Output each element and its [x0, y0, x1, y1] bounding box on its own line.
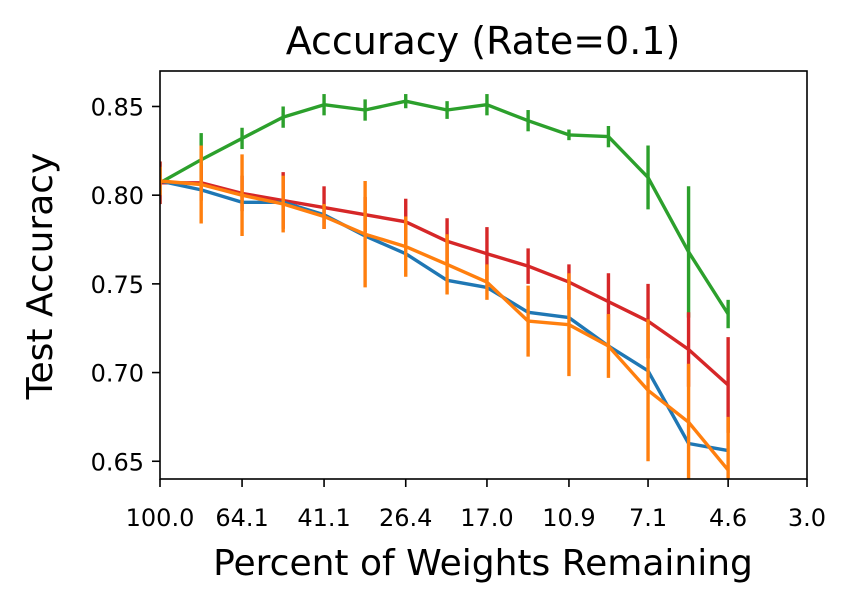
x-tick-label: 100.0	[126, 504, 195, 532]
y-axis-label: Test Accuracy	[20, 153, 61, 401]
plot-area	[160, 94, 730, 479]
plot-frame	[159, 70, 808, 480]
series-line	[160, 179, 730, 472]
x-tick-label: 64.1	[215, 504, 268, 532]
series-line	[160, 179, 729, 453]
x-tick-label: 3.0	[788, 504, 826, 532]
series-0	[160, 94, 730, 329]
axes: 100.0 64.1 41.1 26.4 17.0 10.9 7.1 4.6 3.0 0.65 0.…	[91, 70, 826, 532]
series-3	[160, 145, 730, 479]
series-line	[160, 99, 730, 315]
series-2	[160, 179, 729, 453]
y-tick-label: 0.85	[91, 93, 144, 121]
x-tick-label: 17.0	[460, 504, 513, 532]
y-tick-label: 0.80	[91, 182, 144, 210]
chart-title: Accuracy (Rate=0.1)	[286, 19, 681, 63]
y-tick-label: 0.70	[91, 360, 144, 388]
x-tick-label: 10.9	[542, 504, 595, 532]
series-line	[160, 181, 730, 387]
y-tick-label: 0.75	[91, 271, 144, 299]
x-tick-label: 41.1	[297, 504, 350, 532]
y-tick-label: 0.65	[91, 448, 144, 476]
x-tick-label: 4.6	[709, 504, 747, 532]
x-tick-label: 7.1	[629, 504, 667, 532]
series-group	[160, 94, 730, 479]
x-axis-label: Percent of Weights Remaining	[213, 543, 753, 584]
x-tick-label: 26.4	[379, 504, 432, 532]
